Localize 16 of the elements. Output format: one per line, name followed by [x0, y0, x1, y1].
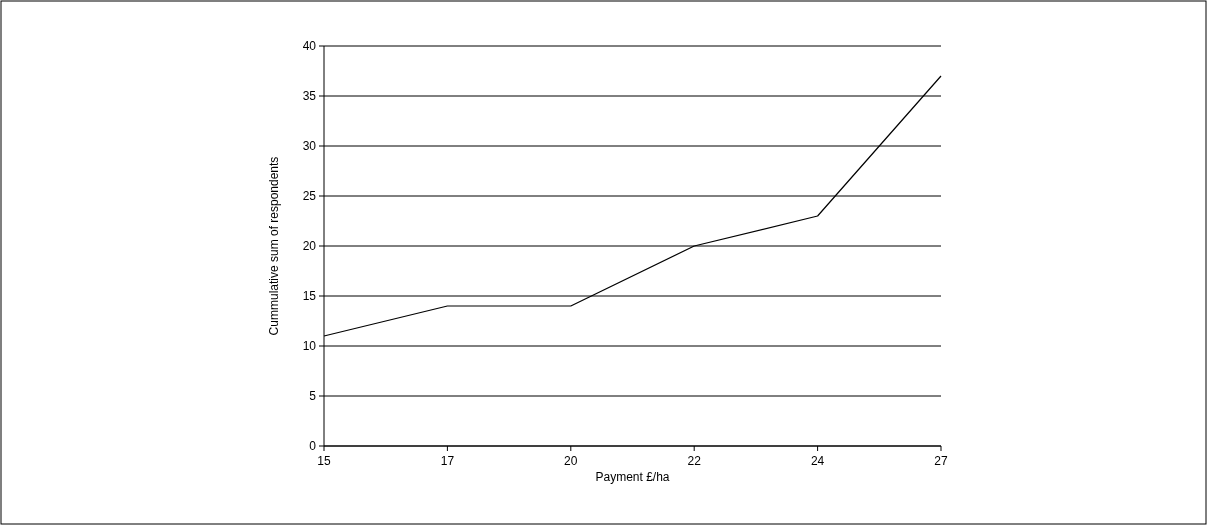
y-tick-label: 35 [302, 89, 317, 104]
y-tick-label: 10 [302, 339, 317, 354]
y-tick-label: 25 [302, 189, 317, 204]
x-tick-label: 27 [934, 454, 948, 468]
y-axis-title: Cummulative sum of respondents [267, 156, 281, 336]
y-tick-label: 0 [309, 439, 317, 454]
y-tick-label: 5 [309, 389, 317, 404]
x-tick-label: 22 [687, 454, 702, 468]
y-tick-label: 15 [302, 289, 317, 304]
y-tick-label: 40 [302, 39, 317, 54]
y-tick-label: 30 [302, 139, 317, 154]
y-tick-label: 20 [302, 239, 317, 254]
x-tick-label: 17 [440, 454, 455, 468]
x-tick-label: 20 [564, 454, 578, 468]
x-axis-title: Payment £/ha [595, 470, 670, 484]
x-tick-label: 24 [810, 454, 825, 468]
